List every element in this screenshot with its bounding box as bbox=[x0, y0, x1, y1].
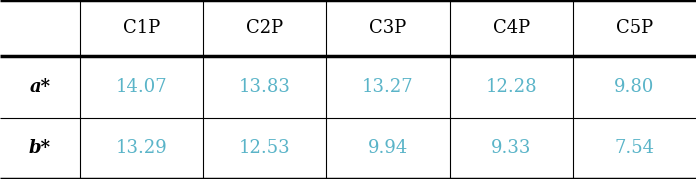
Text: 9.94: 9.94 bbox=[368, 139, 408, 157]
Text: C5P: C5P bbox=[616, 19, 653, 37]
Text: a*: a* bbox=[29, 78, 51, 96]
Text: 12.28: 12.28 bbox=[485, 78, 537, 96]
Text: 13.83: 13.83 bbox=[239, 78, 291, 96]
Text: 9.33: 9.33 bbox=[491, 139, 532, 157]
Text: C3P: C3P bbox=[370, 19, 406, 37]
Text: 7.54: 7.54 bbox=[615, 139, 654, 157]
Text: 14.07: 14.07 bbox=[116, 78, 168, 96]
Text: C2P: C2P bbox=[246, 19, 283, 37]
Text: 13.27: 13.27 bbox=[362, 78, 414, 96]
Text: C1P: C1P bbox=[123, 19, 160, 37]
Text: 9.80: 9.80 bbox=[614, 78, 655, 96]
Text: b*: b* bbox=[29, 139, 51, 157]
Text: 12.53: 12.53 bbox=[239, 139, 291, 157]
Text: C4P: C4P bbox=[493, 19, 530, 37]
Text: 13.29: 13.29 bbox=[116, 139, 168, 157]
